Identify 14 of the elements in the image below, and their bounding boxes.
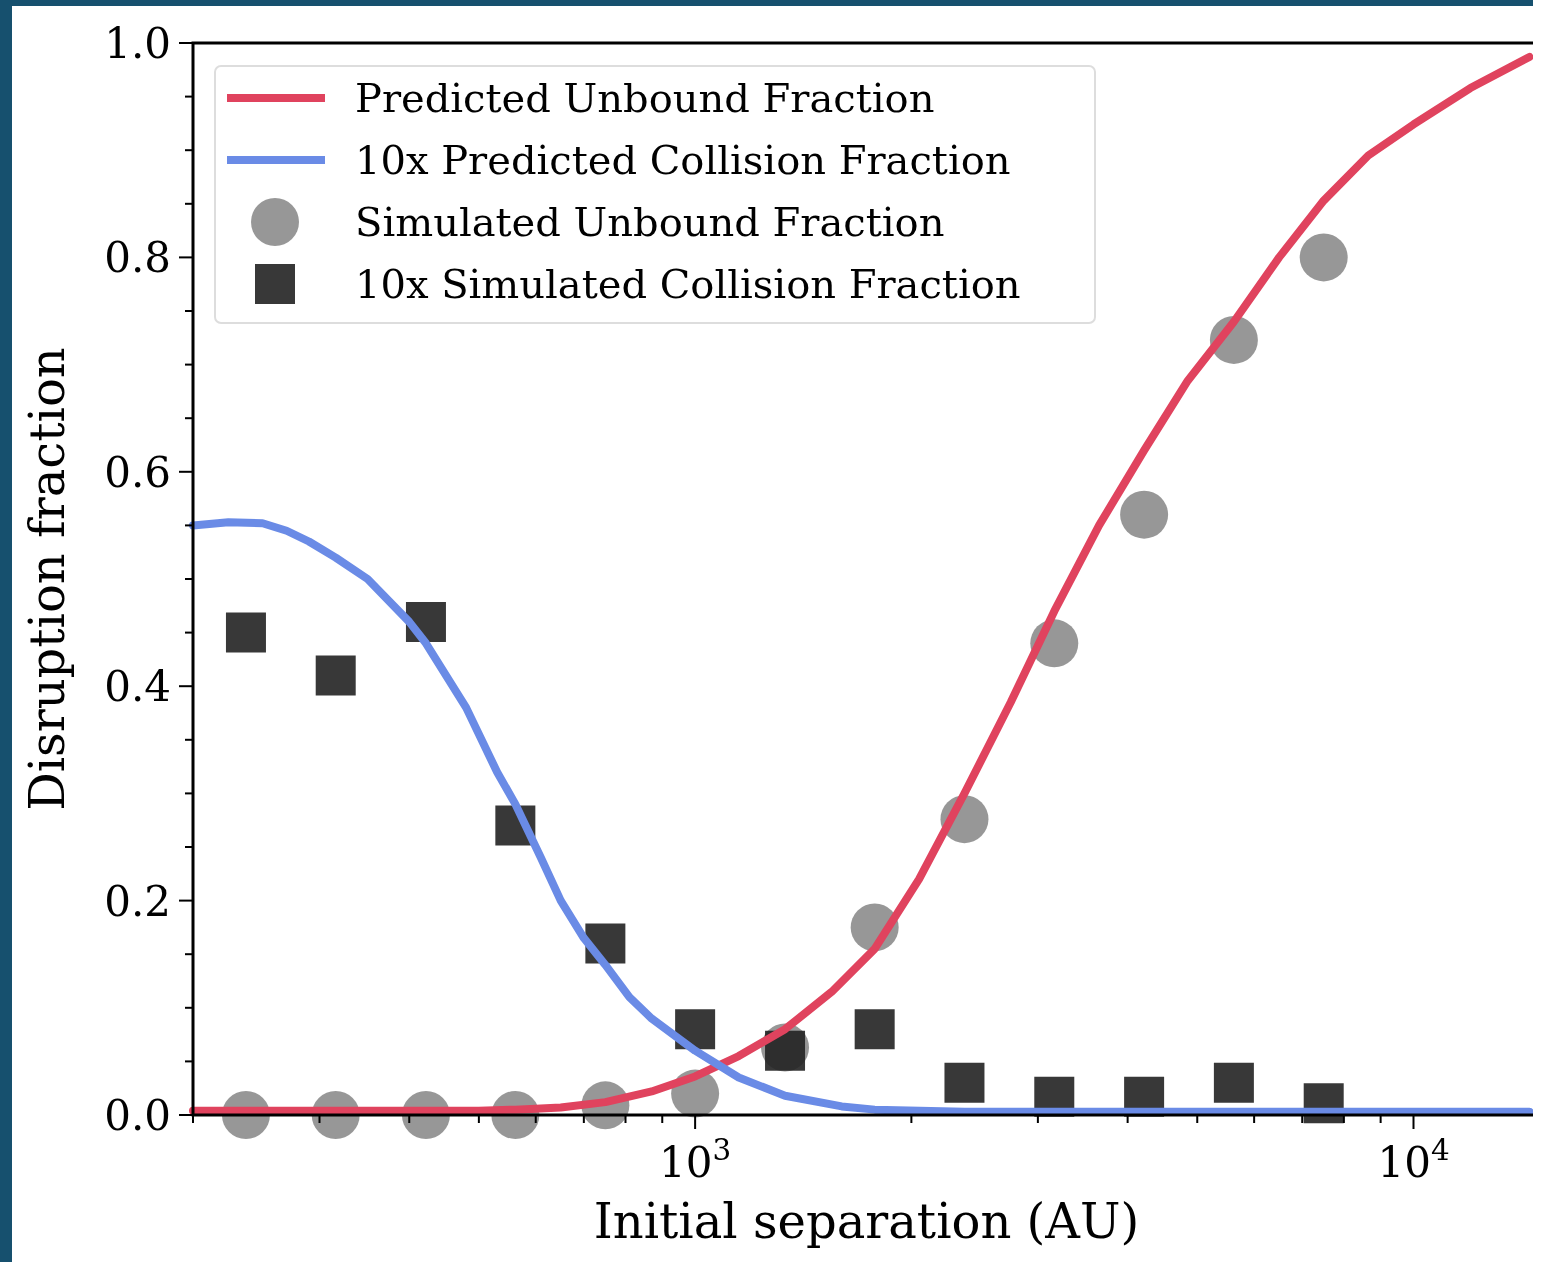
legend-label: Predicted Unbound Fraction <box>355 75 935 121</box>
y-tick-label: 0.4 <box>104 662 171 712</box>
x-tick-label: 10$^{3}$ <box>659 1133 732 1187</box>
y-axis-title: Disruption fraction <box>19 347 75 811</box>
legend-label: Simulated Unbound Fraction <box>355 199 945 245</box>
y-tick-label: 0.2 <box>104 876 171 926</box>
legend-label: 10x Predicted Collision Fraction <box>355 137 1011 183</box>
x-axis-title: Initial separation (AU) <box>593 1193 1140 1249</box>
y-tick-label: 0.0 <box>104 1091 171 1140</box>
y-tick-label: 1.0 <box>104 19 171 68</box>
y-tick-label: 0.6 <box>104 447 171 497</box>
legend-label: 10x Simulated Collision Fraction <box>355 261 1021 307</box>
x-tick-label: 10$^{4}$ <box>1377 1133 1450 1187</box>
y-tick-label: 0.8 <box>104 233 171 283</box>
